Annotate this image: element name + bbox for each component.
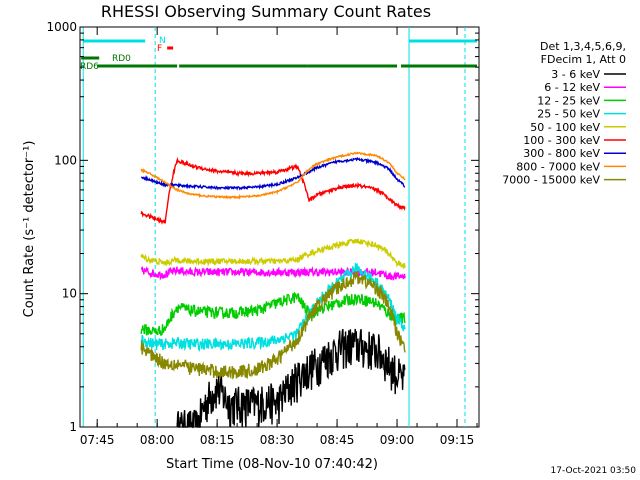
legend-label-4: 25 - 50 keV [537,108,600,121]
y-tick-label-3: 1000 [46,20,77,34]
y-tick-label-2: 100 [54,153,77,167]
legend-label-9: 7000 - 15000 keV [502,174,600,187]
y-tick-label-1: 10 [62,287,77,301]
x-axis: 07:45 08:00 08:15 08:30 08:45 09:00 09:15 [80,27,478,447]
x-tick-label-6: 09:15 [440,433,475,447]
y-axis: 1 10 100 1000 [46,20,479,434]
series-line-8 [140,151,406,200]
plot-inner [82,27,466,429]
state-label-rd6: RD6 [80,62,99,72]
series-line-3 [140,291,406,336]
plot-frame [79,26,480,428]
series-line-6 [140,156,406,225]
series-line-4 [140,262,406,352]
series-line-7 [140,156,406,191]
x-tick-label-2: 08:15 [200,433,235,447]
footer-timestamp: 17-Oct-2021 03:50 [551,466,637,476]
x-axis-label: Start Time (08-Nov-10 07:40:42) [166,457,378,472]
legend-label-2: 6 - 12 keV [544,81,600,94]
x-tick-label-3: 08:30 [260,433,295,447]
series-line-1 [176,328,406,429]
chart-title: RHESSI Observing Summary Count Rates [101,2,431,21]
x-tick-label-1: 08:00 [140,433,175,447]
legend-header-line-1: Det 1,3,4,5,6,9, [540,40,626,53]
state-label-n: N [159,36,166,46]
x-tick-label-5: 09:00 [380,433,415,447]
legend-label-1: 3 - 6 keV [551,68,600,81]
legend-label-8: 800 - 7000 keV [516,160,600,173]
legend-label-6: 100 - 300 keV [523,134,600,147]
x-tick-label-4: 08:45 [320,433,355,447]
state-bars: NF RD0 RD6 [80,36,478,72]
x-tick-label-0: 07:45 [80,433,115,447]
legend: Det 1,3,4,5,6,9, FDecim 1, Att 0 3 - 6 k… [502,40,626,187]
series-line-5 [140,238,406,269]
state-label-f: F [157,44,162,54]
legend-label-3: 12 - 25 keV [537,94,600,107]
series-line-9 [140,270,406,380]
state-label-rd0: RD0 [112,54,131,64]
y-axis-label: Count Rate (s⁻¹ detector⁻¹) [22,141,37,318]
legend-label-5: 50 - 100 keV [530,121,600,134]
y-tick-label-0: 1 [69,420,77,434]
legend-header-line-2: FDecim 1, Att 0 [541,53,626,66]
legend-label-7: 300 - 800 keV [523,147,600,160]
